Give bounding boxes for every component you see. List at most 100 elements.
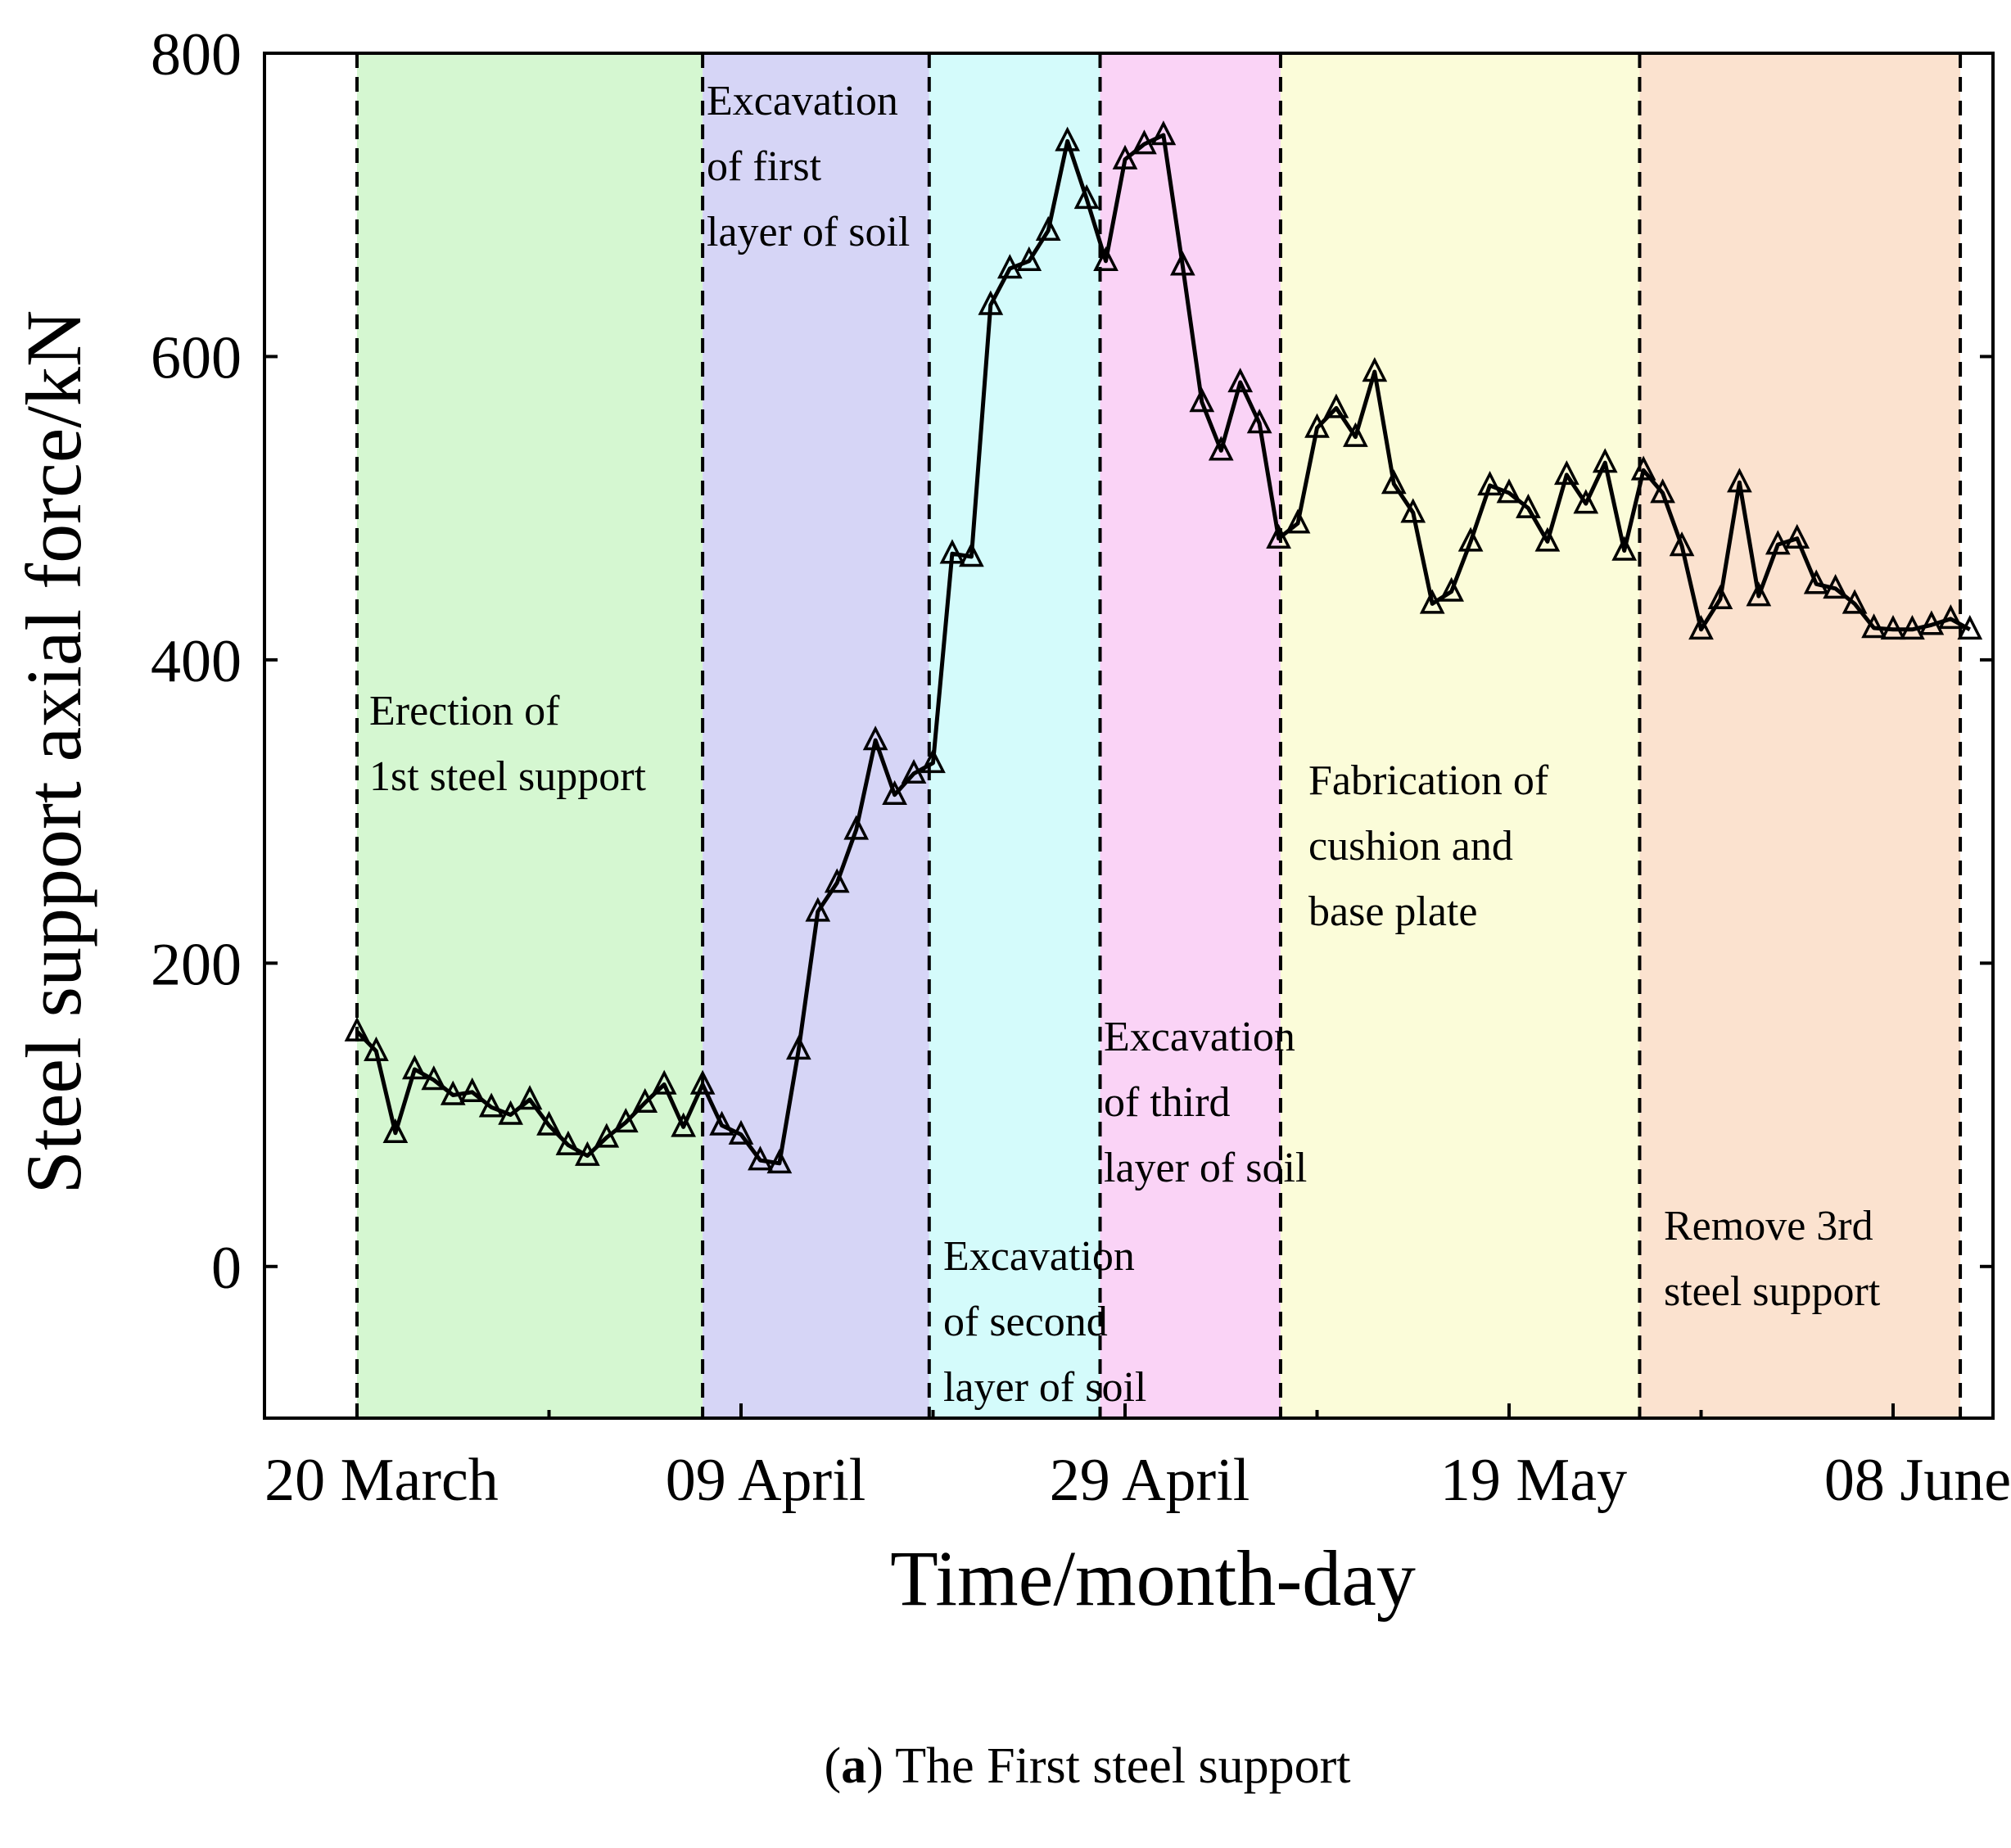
y-tick-label: 0 <box>211 1235 242 1302</box>
data-point <box>1400 498 1426 523</box>
y-tick-label: 200 <box>151 931 242 998</box>
data-point <box>1016 246 1042 272</box>
data-point <box>1189 387 1215 413</box>
data-point <box>421 1065 447 1091</box>
data-point <box>575 1141 600 1166</box>
data-series <box>344 120 1983 1174</box>
y-axis: 0 200 400 600 800 <box>151 21 1993 1302</box>
phase-band-1 <box>357 53 703 1418</box>
phase-label-6-line-1: Remove 3rd <box>1664 1203 1873 1249</box>
data-point <box>1707 584 1733 610</box>
phase-label-2-line-3: layer of soil <box>707 209 910 255</box>
data-point <box>996 254 1023 279</box>
data-point <box>1285 508 1311 534</box>
phase-label-4-line-1: Excavation <box>1104 1014 1295 1060</box>
data-point <box>882 779 907 805</box>
data-point <box>1323 393 1349 418</box>
phase-band-5 <box>1280 53 1640 1418</box>
phase-label-2-line-1: Excavation <box>707 78 898 124</box>
data-point <box>1957 614 1983 640</box>
data-point <box>1727 468 1752 493</box>
data-point <box>1419 589 1445 614</box>
phase-label-6: Remove 3rd steel support <box>1664 1203 1881 1315</box>
data-point <box>498 1100 523 1125</box>
y-tick-label: 600 <box>151 324 242 391</box>
phase-label-3-line-1: Excavation <box>943 1233 1135 1280</box>
y-axis-label: Steel support axial force/kN <box>10 310 97 1195</box>
data-point <box>1150 120 1177 146</box>
phase-label-4-line-3: layer of soil <box>1104 1145 1307 1191</box>
caption-letter: a <box>841 1738 866 1794</box>
data-point <box>1246 409 1272 434</box>
data-point <box>1553 460 1579 486</box>
x-axis-label: Time/month-day <box>890 1534 1416 1622</box>
data-point <box>1073 183 1100 210</box>
data-point <box>1516 493 1541 518</box>
x-tick-label: 20 March <box>264 1447 499 1514</box>
phase-band-2 <box>703 53 929 1418</box>
data-point <box>1477 471 1503 496</box>
data-point <box>959 542 984 567</box>
data-point <box>1573 489 1599 514</box>
data-point <box>478 1092 504 1118</box>
data-point <box>1592 448 1618 473</box>
phase-labels: Erection of 1st steel support Excavation of… <box>369 78 1881 1411</box>
data-point <box>824 868 850 893</box>
data-point <box>1457 526 1484 552</box>
caption-text: The First steel support <box>883 1738 1351 1794</box>
data-point <box>1803 569 1829 594</box>
data-point <box>1650 478 1675 504</box>
phase-label-6-line-2: steel support <box>1664 1268 1881 1315</box>
data-point <box>1304 413 1330 438</box>
data-point <box>748 1145 773 1171</box>
phase-label-4-line-2: of third <box>1104 1079 1231 1126</box>
data-point <box>1900 614 1925 640</box>
x-tick-label: 08 June <box>1824 1447 2011 1514</box>
data-point <box>1630 455 1656 481</box>
x-tick-label: 19 May <box>1440 1447 1627 1514</box>
data-point <box>1611 535 1638 561</box>
data-point <box>1055 126 1081 151</box>
data-point <box>1496 478 1522 504</box>
phase-label-4: Excavation of third layer of soil <box>1104 1014 1307 1191</box>
data-point <box>1842 589 1868 614</box>
data-point <box>1937 604 1964 630</box>
data-point <box>555 1130 581 1155</box>
data-point <box>1169 251 1195 276</box>
data-point <box>1343 422 1368 447</box>
data-point <box>364 1036 389 1062</box>
phase-label-3: Excavation of second layer of soil <box>943 1233 1146 1411</box>
phase-label-1-line-1: Erection of <box>369 688 560 734</box>
phase-label-3-line-3: layer of soil <box>943 1364 1146 1411</box>
data-point <box>1765 530 1791 555</box>
phase-label-5: Fabrication of cushion and base plate <box>1308 757 1549 935</box>
phase-label-1: Erection of 1st steel support <box>369 688 647 800</box>
phase-band-4 <box>1100 53 1281 1418</box>
phase-band-3 <box>929 53 1100 1418</box>
phase-bands <box>357 53 1961 1418</box>
data-point <box>440 1080 466 1105</box>
phase-label-1-line-2: 1st steel support <box>369 753 647 800</box>
data-point <box>939 539 965 564</box>
phase-label-5-line-1: Fabrication of <box>1308 757 1549 804</box>
data-point <box>1746 581 1772 607</box>
data-point <box>1381 469 1407 495</box>
data-point <box>1035 215 1061 241</box>
data-point <box>920 748 946 774</box>
y-tick-label: 800 <box>151 21 242 88</box>
data-point <box>978 290 1004 315</box>
data-point <box>1132 129 1157 155</box>
phase-label-5-line-2: cushion and <box>1308 823 1513 870</box>
data-point <box>1918 610 1945 635</box>
data-point <box>382 1118 409 1144</box>
data-point <box>651 1069 677 1095</box>
data-point <box>728 1119 754 1145</box>
data-point <box>1880 614 1906 640</box>
data-point <box>689 1069 716 1095</box>
data-point <box>536 1110 562 1136</box>
data-point <box>344 1016 370 1041</box>
plot-frame <box>263 52 1995 1420</box>
x-tick-label: 29 April <box>1050 1447 1250 1514</box>
data-point <box>785 1035 811 1060</box>
